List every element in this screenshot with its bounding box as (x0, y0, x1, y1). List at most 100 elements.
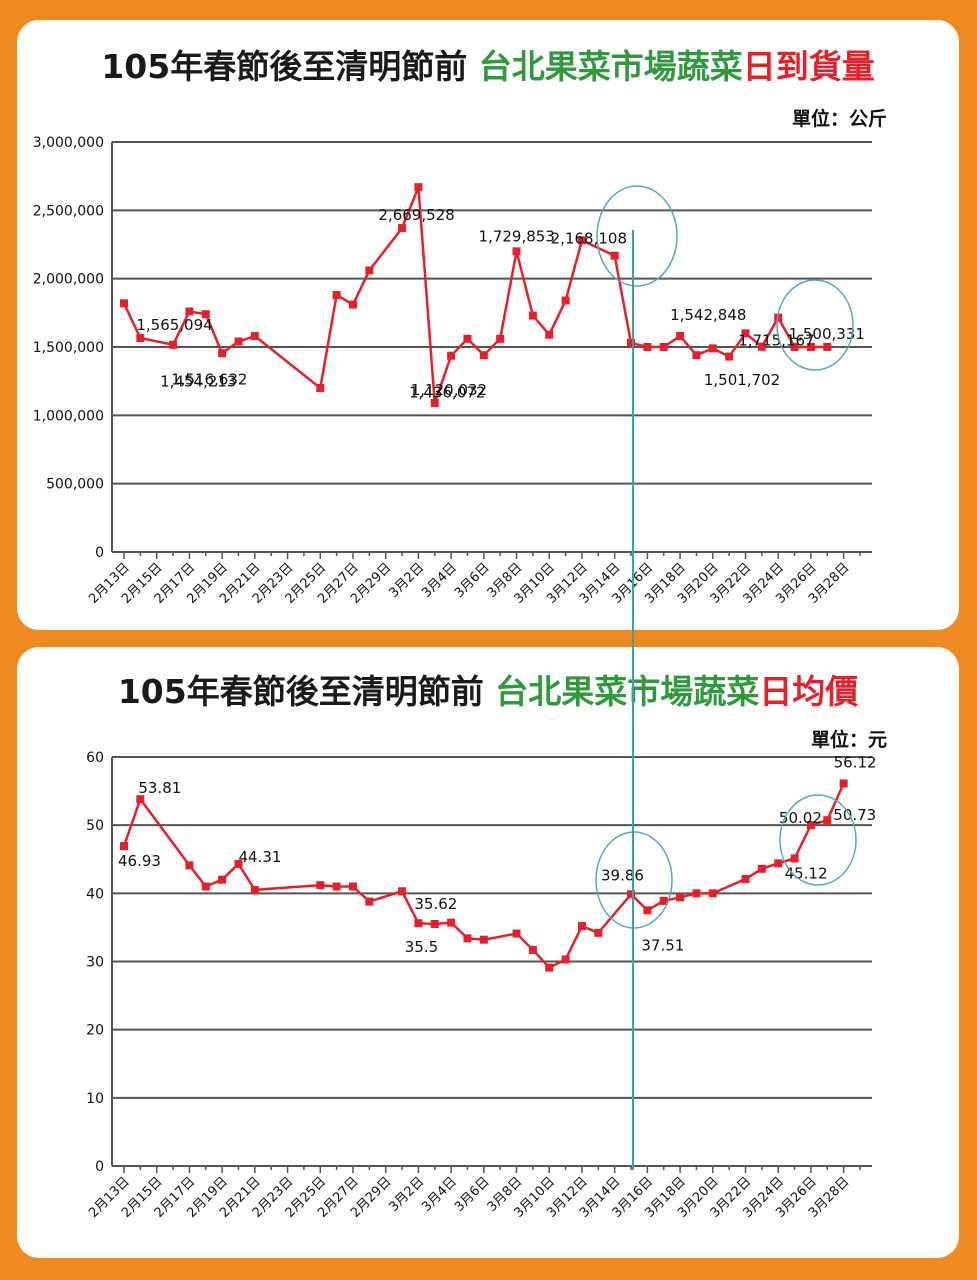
data-point (594, 928, 603, 937)
data-point (250, 885, 259, 894)
data-label: 46.93 (118, 852, 161, 870)
data-point (643, 343, 652, 351)
y-tick-label: 50 (86, 818, 104, 834)
highlight-circle (596, 185, 678, 287)
data-label: 53.81 (138, 779, 181, 797)
data-point (136, 334, 145, 343)
highlight-circle (779, 794, 857, 886)
data-point (120, 842, 128, 851)
data-point (234, 859, 243, 868)
data-point (332, 882, 341, 891)
data-point (414, 919, 423, 928)
bottom-title-prefix: 105年春節後至清明節前 (117, 672, 496, 711)
data-point (398, 224, 407, 233)
data-label: 1,500,331 (789, 325, 865, 343)
data-point (234, 337, 243, 346)
y-tick-label: 20 (86, 1023, 104, 1039)
y-tick-label: 30 (86, 955, 104, 971)
data-point (316, 384, 325, 392)
data-point (365, 897, 374, 906)
data-label: 1,436,072 (409, 384, 485, 402)
data-point (708, 344, 717, 353)
data-point (512, 929, 521, 938)
data-label: 35.5 (405, 938, 438, 956)
data-point (610, 251, 619, 260)
data-point (365, 266, 374, 275)
data-point (692, 889, 701, 898)
data-point (447, 351, 456, 360)
data-label: 2,168,108 (551, 230, 627, 248)
data-point (577, 236, 586, 245)
data-point (790, 342, 799, 351)
data-point (414, 183, 423, 192)
data-label: 1,454,213 (160, 372, 236, 390)
data-point (545, 963, 554, 972)
data-point (463, 934, 472, 943)
data-point (430, 399, 439, 408)
data-point (250, 332, 259, 341)
data-point (839, 779, 848, 788)
data-label: 37.51 (641, 936, 684, 954)
data-point (577, 922, 586, 931)
data-point (774, 859, 783, 868)
top-chart-panel: 105年春節後至清明節前 台北果菜市場蔬菜日到貨量 單位：公斤 (17, 20, 959, 630)
data-label: 1,501,702 (704, 371, 780, 389)
y-tick-label: 500,000 (46, 477, 104, 493)
data-point (545, 330, 554, 339)
data-point (806, 342, 815, 351)
data-point (528, 945, 537, 954)
data-point (512, 247, 521, 256)
data-point (790, 854, 799, 863)
data-point (348, 300, 357, 309)
data-label: 1,120,032 (411, 381, 487, 399)
bottom-chart-title: 105年春節後至清明節前 台北果菜市場蔬菜日均價 (17, 665, 959, 713)
data-point (136, 795, 145, 804)
data-label: 2,669,528 (378, 206, 454, 224)
y-tick-label: 1,500,000 (33, 340, 104, 356)
highlight-circle (595, 831, 673, 929)
data-point (708, 889, 717, 898)
y-tick-label: 1,000,000 (33, 408, 104, 424)
x-tick-label: 3月4日 (419, 1174, 460, 1215)
y-tick-label: 10 (86, 1091, 104, 1107)
x-tick-label: 3月2日 (387, 1174, 428, 1215)
data-point (676, 332, 685, 341)
data-point (430, 920, 439, 929)
data-point (332, 291, 341, 300)
top-title-prefix: 105年春節後至清明節前 (101, 47, 479, 86)
data-label: 1,565,094 (136, 316, 212, 334)
data-point (185, 861, 194, 870)
bottom-chart-unit: 單位：元 (810, 729, 887, 751)
data-point (725, 352, 734, 361)
x-tick-label: 3月6日 (452, 1174, 493, 1215)
bottom-title-market: 台北果菜市場蔬菜 (495, 672, 760, 711)
data-point (676, 893, 685, 902)
data-point (627, 338, 636, 347)
data-point (659, 896, 668, 905)
y-tick-label: 0 (95, 545, 104, 561)
data-point (561, 955, 570, 964)
data-point (692, 351, 701, 360)
y-tick-label: 3,000,000 (33, 135, 104, 151)
data-label: 1,715,167 (738, 332, 814, 350)
data-label: 44.31 (238, 848, 281, 866)
data-point (218, 875, 227, 884)
data-point (447, 918, 456, 927)
data-point (757, 864, 766, 873)
y-tick-label: 0 (95, 1159, 104, 1175)
data-label: 56.12 (834, 753, 877, 771)
bottom-chart-panel: 105年春節後至清明節前 台北果菜市場蔬菜日均價 單位：元 (17, 647, 959, 1258)
data-point (479, 351, 488, 360)
data-point (169, 340, 178, 349)
top-title-market: 台北果菜市場蔬菜 (478, 47, 743, 86)
data-label: 39.86 (601, 866, 644, 884)
data-point (806, 821, 815, 830)
data-point (316, 881, 325, 890)
highlight-circle (776, 279, 854, 371)
y-tick-label: 40 (86, 886, 104, 902)
data-point (120, 299, 128, 308)
data-point (528, 311, 537, 320)
data-point (741, 329, 750, 338)
